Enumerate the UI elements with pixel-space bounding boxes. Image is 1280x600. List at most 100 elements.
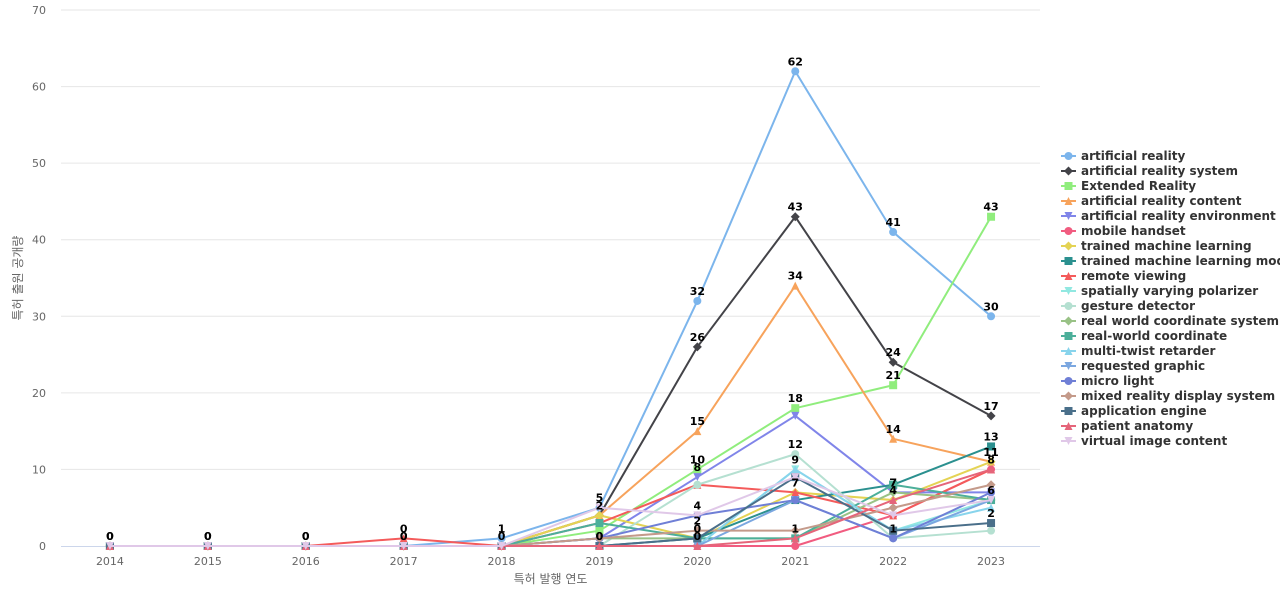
data-point xyxy=(987,465,996,474)
data-point xyxy=(790,526,800,536)
legend-item[interactable]: real-world coordinate xyxy=(1061,329,1227,343)
data-point xyxy=(790,212,800,222)
legend-item[interactable]: artificial reality content xyxy=(1061,194,1242,208)
data-label: 21 xyxy=(885,369,900,382)
data-point xyxy=(693,427,702,436)
data-point xyxy=(791,411,800,420)
legend-marker xyxy=(1064,241,1073,251)
legend-item[interactable]: patient anatomy xyxy=(1061,419,1193,433)
data-label: 7 xyxy=(889,476,897,489)
legend-item[interactable]: artificial reality system xyxy=(1061,164,1238,178)
data-label: 0 xyxy=(400,530,408,543)
y-tick-label: 50 xyxy=(32,157,46,170)
data-point xyxy=(594,510,604,520)
data-label: 2 xyxy=(596,499,604,512)
data-point xyxy=(889,228,898,237)
data-point xyxy=(889,511,898,520)
data-point xyxy=(791,473,800,482)
legend-item[interactable]: spatially varying polarizer xyxy=(1061,284,1258,298)
legend-label: patient anatomy xyxy=(1081,419,1193,433)
legend-item[interactable]: artificial reality environment xyxy=(1061,209,1276,223)
series-line xyxy=(109,476,992,547)
y-axis-ticks: 0 10 20 30 40 50 60 70 xyxy=(32,4,46,553)
data-label: 0 xyxy=(106,530,114,543)
series-artificial-reality-environment xyxy=(105,411,996,550)
data-point xyxy=(889,526,898,535)
legend-marker xyxy=(1064,182,1073,190)
data-point xyxy=(986,457,996,467)
data-label: 26 xyxy=(690,331,706,344)
legend-item[interactable]: artificial reality xyxy=(1061,149,1185,163)
grid-lines xyxy=(61,9,1040,470)
x-tick-label: 2020 xyxy=(683,555,711,568)
legend-label: artificial reality environment xyxy=(1081,209,1276,223)
legend-item[interactable]: mobile handset xyxy=(1061,224,1186,238)
legend-label: requested graphic xyxy=(1081,359,1205,373)
legend-marker xyxy=(1064,316,1073,326)
legend-item[interactable]: virtual image content xyxy=(1061,434,1227,448)
data-label: 11 xyxy=(983,446,998,459)
data-label: 1 xyxy=(791,522,799,535)
data-label: 2 xyxy=(694,515,702,528)
legend-marker xyxy=(1064,227,1073,235)
data-label: 41 xyxy=(885,216,900,229)
data-label: 10 xyxy=(690,453,706,466)
data-point xyxy=(594,533,604,543)
data-label: 1 xyxy=(889,522,897,535)
legend-marker xyxy=(1064,166,1073,176)
legend-item[interactable]: application engine xyxy=(1061,404,1207,418)
legend-item[interactable]: gesture detector xyxy=(1061,299,1195,313)
legend-item[interactable]: requested graphic xyxy=(1061,359,1205,373)
data-point xyxy=(693,480,702,489)
data-point xyxy=(889,381,898,390)
data-label: 4 xyxy=(694,499,702,512)
data-label: 0 xyxy=(694,522,702,535)
data-label: 13 xyxy=(983,430,998,443)
x-tick-label: 2018 xyxy=(488,555,516,568)
x-tick-label: 2017 xyxy=(390,555,418,568)
x-tick-label: 2014 xyxy=(96,555,124,568)
data-label: 0 xyxy=(204,530,212,543)
data-label: 6 xyxy=(987,484,995,497)
data-label: 0 xyxy=(498,530,506,543)
data-point xyxy=(791,450,800,459)
series-artificial-reality-content xyxy=(105,281,996,550)
legend-item[interactable]: micro light xyxy=(1061,374,1154,388)
data-label: 34 xyxy=(788,270,804,283)
data-label: 5 xyxy=(596,492,604,505)
data-point xyxy=(399,542,408,550)
data-label: 17 xyxy=(983,400,998,413)
legend-label: micro light xyxy=(1081,374,1154,388)
legend-item[interactable]: real world coordinate system xyxy=(1061,314,1279,328)
data-label: 24 xyxy=(885,346,901,359)
y-axis-title: 특허 출원 공개량 xyxy=(11,236,25,321)
data-point xyxy=(791,67,800,76)
x-tick-label: 2016 xyxy=(292,555,320,568)
data-point xyxy=(693,465,702,474)
series-artificial-reality-system xyxy=(105,212,996,551)
data-point xyxy=(203,542,212,550)
data-point xyxy=(791,496,800,505)
legend-label: Extended Reality xyxy=(1081,179,1196,193)
data-point xyxy=(595,542,604,550)
legend-item[interactable]: multi-twist retarder xyxy=(1061,344,1216,358)
data-point xyxy=(497,534,506,543)
legend-item[interactable]: trained machine learning xyxy=(1061,239,1252,253)
data-point xyxy=(888,487,898,497)
data-label: 30 xyxy=(983,300,999,313)
y-tick-label: 60 xyxy=(32,81,46,94)
y-tick-label: 0 xyxy=(39,540,46,553)
data-point xyxy=(105,542,114,550)
legend-item[interactable]: trained machine learning model xyxy=(1061,254,1280,268)
x-tick-label: 2022 xyxy=(879,555,907,568)
legend-marker xyxy=(1064,212,1073,220)
data-point xyxy=(693,296,702,305)
legend-item[interactable]: remote viewing xyxy=(1061,269,1186,283)
data-point xyxy=(889,534,898,543)
legend-item[interactable]: Extended Reality xyxy=(1061,179,1196,193)
data-label: 32 xyxy=(690,285,705,298)
legend-item[interactable]: mixed reality display system xyxy=(1061,389,1275,403)
legend-label: mobile handset xyxy=(1081,224,1186,238)
data-point xyxy=(888,357,898,367)
